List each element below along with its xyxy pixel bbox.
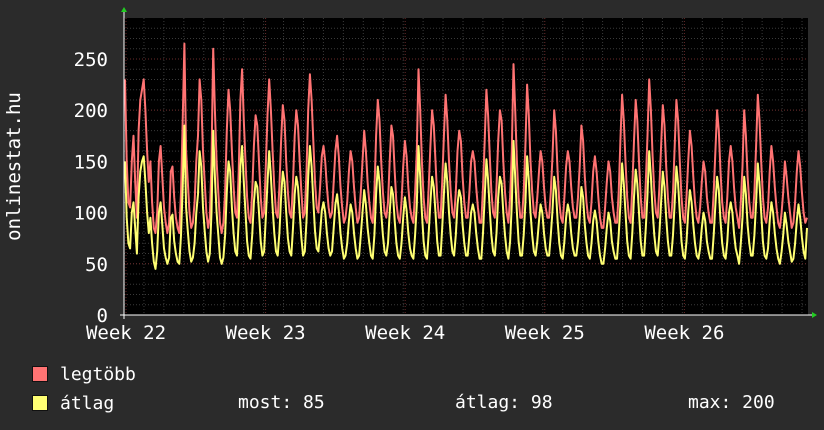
stat-current: most: 85 xyxy=(238,392,325,413)
y-tick-label: 150 xyxy=(74,151,108,173)
legend-swatch-avg xyxy=(32,395,48,411)
y-tick-label: 250 xyxy=(74,49,108,71)
y-tick-label: 0 xyxy=(97,305,108,327)
legend-swatch-max xyxy=(32,366,48,382)
x-axis-arrow xyxy=(812,312,817,318)
stat-maximum: max: 200 xyxy=(688,392,775,413)
y-axis-arrow xyxy=(121,7,127,12)
x-tick-label: Week 24 xyxy=(365,322,445,344)
y-tick-label: 200 xyxy=(74,100,108,122)
series-line-avg xyxy=(124,124,808,270)
x-tick-label: Week 22 xyxy=(86,322,166,344)
legend-label-max: legtöbb xyxy=(60,363,136,385)
stat-average: átlag: 98 xyxy=(455,392,553,413)
y-tick-label: 50 xyxy=(85,254,108,276)
x-tick-label: Week 25 xyxy=(505,322,585,344)
series-line-max xyxy=(124,42,808,235)
x-tick-label: Week 23 xyxy=(226,322,306,344)
y-axis-label: onlinestat.hu xyxy=(3,92,25,241)
legend-label-avg: átlag xyxy=(60,392,115,414)
legend-item-avg: átlag xyxy=(32,392,115,414)
y-tick-label: 100 xyxy=(74,203,108,225)
x-tick-label: Week 26 xyxy=(644,322,724,344)
legend-item-max: legtöbb xyxy=(32,363,136,385)
